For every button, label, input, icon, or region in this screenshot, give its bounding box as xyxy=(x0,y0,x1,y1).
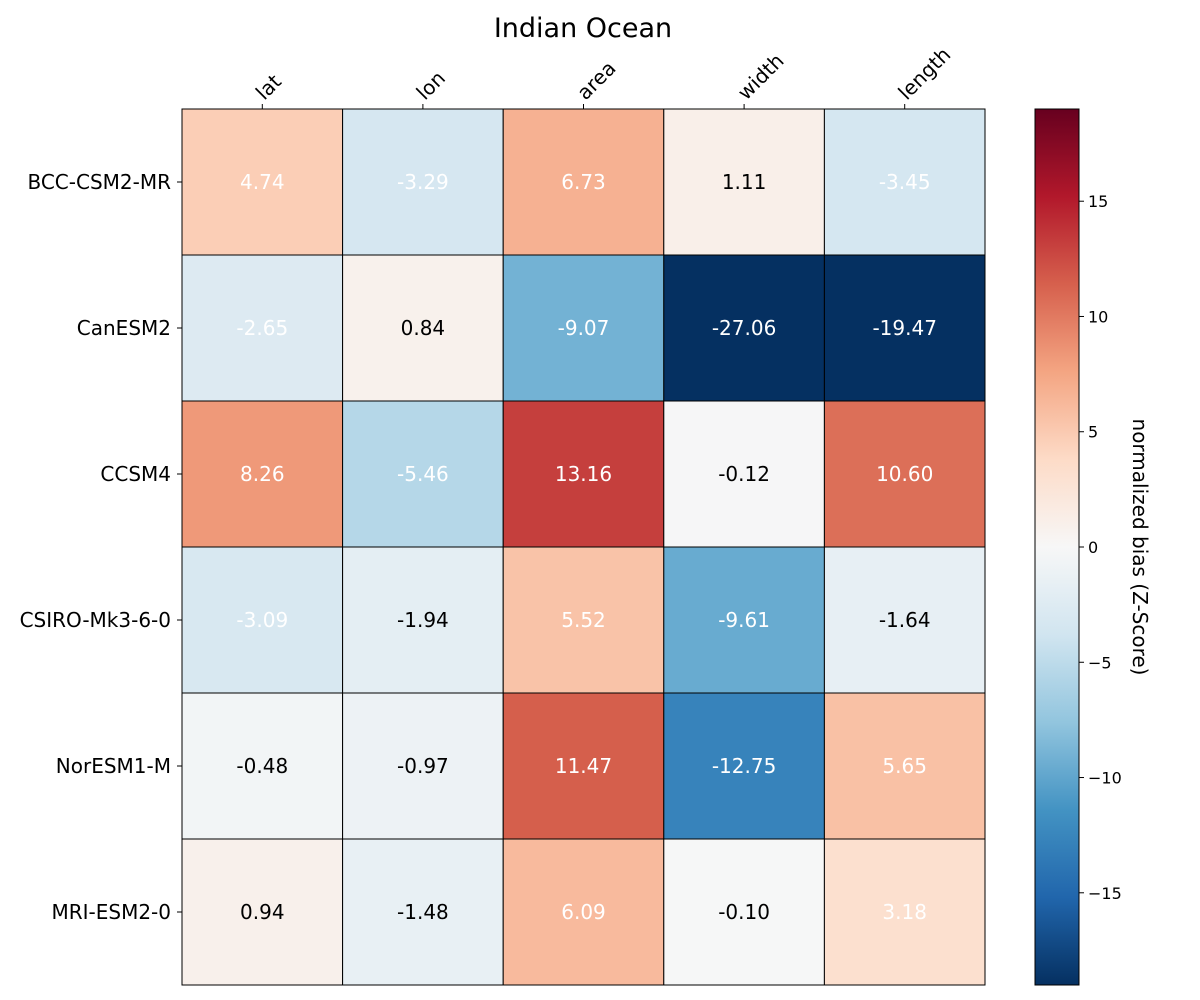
colorbar-label: normalized bias (Z-Score) xyxy=(1128,419,1152,676)
colorbar-tick-label: 5 xyxy=(1088,423,1098,442)
cell-value-label: 0.84 xyxy=(401,316,446,340)
column-label: area xyxy=(572,56,621,105)
cell-value-label: 10.60 xyxy=(876,462,933,486)
column-labels: lat lon area width length xyxy=(251,42,955,109)
heatmap-cell xyxy=(342,400,504,548)
heatmap-cell xyxy=(502,546,665,694)
heatmap-cell xyxy=(823,254,986,402)
cell-value-label: 3.18 xyxy=(882,900,927,924)
cell-value-label: 11.47 xyxy=(555,754,612,778)
cell-value-label: 13.16 xyxy=(555,462,612,486)
cell-value-label: -1.64 xyxy=(879,608,931,632)
row-label: CSIRO-Mk3-6-0 xyxy=(20,608,171,632)
colorbar-gradient xyxy=(1034,108,1080,986)
heatmap-cell xyxy=(502,254,665,402)
cell-value-label: -12.75 xyxy=(712,754,776,778)
heatmap-cell xyxy=(342,254,504,402)
cell-value-label: -3.09 xyxy=(236,608,288,632)
cell-value-label: -3.29 xyxy=(397,170,449,194)
chart-title: Indian Ocean xyxy=(494,13,672,44)
cell-value-label: -2.65 xyxy=(236,316,288,340)
cell-value-label: -5.46 xyxy=(397,462,449,486)
colorbar-tick-label: 10 xyxy=(1088,307,1108,326)
cell-value-label: -0.48 xyxy=(236,754,288,778)
row-label: CanESM2 xyxy=(77,316,171,340)
heatmap-cell xyxy=(823,400,986,548)
cell-value-label: 4.74 xyxy=(240,170,285,194)
cell-value-label: 0.94 xyxy=(240,900,285,924)
heatmap-cell xyxy=(502,400,665,548)
cell-value-label: 1.11 xyxy=(722,170,767,194)
column-label: lon xyxy=(411,66,450,105)
cell-value-label: -1.48 xyxy=(397,900,449,924)
row-label: BCC-CSM2-MR xyxy=(27,170,171,194)
heatmap-cell xyxy=(823,692,986,840)
heatmap-cell xyxy=(181,692,344,840)
heatmap-cell xyxy=(342,838,504,986)
cell-value-label: -0.97 xyxy=(397,754,449,778)
heatmap-cell xyxy=(502,838,665,986)
cell-value-label: -27.06 xyxy=(712,316,776,340)
cell-value-label: -3.45 xyxy=(879,170,931,194)
row-label: CCSM4 xyxy=(100,462,171,486)
colorbar: −15 −10 −5 0 5 10 15 normalized bias (Z-Score) xyxy=(1034,108,1152,986)
heatmap-cell xyxy=(823,838,986,986)
row-label: MRI-ESM2-0 xyxy=(51,900,171,924)
cell-value-label: 5.65 xyxy=(882,754,927,778)
cell-value-label: 5.52 xyxy=(561,608,606,632)
cell-value-label: -19.47 xyxy=(872,316,936,340)
heatmap-cell xyxy=(663,838,825,986)
colorbar-tick-label: −15 xyxy=(1088,884,1122,903)
colorbar-tick-label: −10 xyxy=(1088,769,1122,788)
heatmap-cell xyxy=(342,692,504,840)
heatmap-cell xyxy=(342,546,504,694)
heatmap-cell xyxy=(181,254,344,402)
cell-value-label: 6.73 xyxy=(561,170,606,194)
heatmap-cell xyxy=(663,108,825,256)
colorbar-tick-label: 0 xyxy=(1088,538,1098,557)
column-label: width xyxy=(733,49,789,105)
heatmap-cell xyxy=(502,692,665,840)
heatmap-cell xyxy=(181,108,344,256)
row-label: NorESM1-M xyxy=(56,754,171,778)
colorbar-tick-label: 15 xyxy=(1088,192,1108,211)
colorbar-tick-label: −5 xyxy=(1088,653,1112,672)
heatmap-cells: 4.74 -3.29 6.73 1.11 -3.45 -2.65 0.84 -9.07 -27.… xyxy=(181,108,986,986)
row-labels: BCC-CSM2-MR CanESM2 CCSM4 CSIRO-Mk3-6-0 NorE… xyxy=(20,170,182,924)
cell-value-label: -1.94 xyxy=(397,608,449,632)
cell-value-label: 6.09 xyxy=(561,900,606,924)
heatmap-cell xyxy=(663,546,825,694)
heatmap-cell xyxy=(823,108,986,256)
column-label: lat xyxy=(251,69,286,104)
cell-value-label: -0.10 xyxy=(718,900,770,924)
heatmap-cell xyxy=(823,546,986,694)
colorbar-ticks: −15 −10 −5 0 5 10 15 xyxy=(1079,192,1122,903)
heatmap-cell xyxy=(342,108,504,256)
heatmap-cell xyxy=(663,400,825,548)
cell-value-label: 8.26 xyxy=(240,462,285,486)
cell-value-label: -0.12 xyxy=(718,462,770,486)
cell-value-label: -9.07 xyxy=(558,316,610,340)
column-label: length xyxy=(893,42,955,104)
cell-value-label: -9.61 xyxy=(718,608,770,632)
